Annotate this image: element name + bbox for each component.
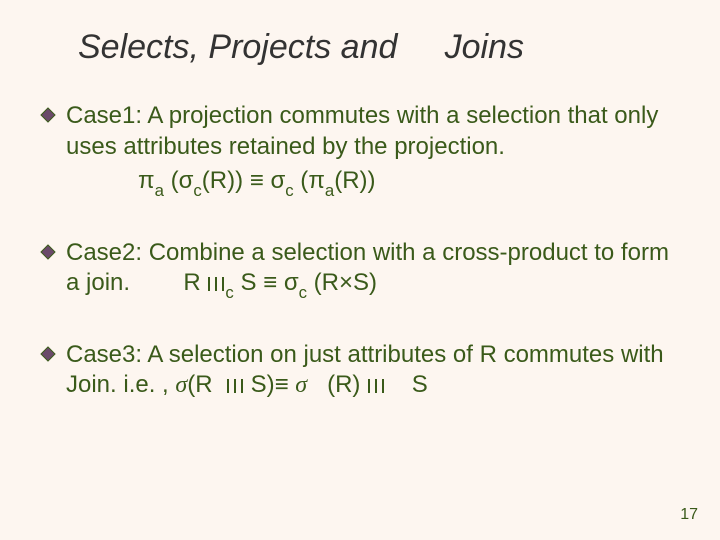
pi-symbol: π xyxy=(308,167,325,194)
sigma-symbol: σ xyxy=(284,269,299,296)
slide-title: Selects, Projects and Joins xyxy=(78,28,680,67)
case2-formula: R c S ≡ σc (R×S) xyxy=(137,269,377,296)
sigma-italic-icon: σ xyxy=(175,370,187,401)
subscript-c: c xyxy=(193,181,201,200)
text: R xyxy=(137,269,208,296)
case1-formula: πa (σc(R)) ≡ σc (πa(R)) xyxy=(138,166,680,199)
subscript-c: c xyxy=(225,283,233,302)
text: (R)) xyxy=(334,167,375,194)
equiv-symbol: ≡ xyxy=(263,269,284,296)
case2-content: Case2: Combine a selection with a cross-… xyxy=(66,238,680,302)
text: (R)) xyxy=(202,167,250,194)
text: ( xyxy=(294,167,309,194)
bullet-case-1: Case1: A projection commutes with a sele… xyxy=(40,101,680,200)
bullet-case-3: Case3: A selection on just attributes of… xyxy=(40,340,680,401)
text: S xyxy=(234,269,263,296)
join-icon xyxy=(367,379,385,393)
sigma-symbol: σ xyxy=(270,167,285,194)
subscript-a: a xyxy=(325,181,334,200)
case1-text: Case1: A projection commutes with a sele… xyxy=(66,102,658,160)
equiv-symbol: ≡ xyxy=(250,167,271,194)
diamond-bullet-icon xyxy=(40,107,56,123)
join-icon xyxy=(207,277,225,291)
case3-content: Case3: A selection on just attributes of… xyxy=(66,340,680,401)
equiv-symbol: ≡ xyxy=(275,371,296,398)
subscript-c: c xyxy=(299,283,307,302)
text: (R) xyxy=(307,371,367,398)
text: ( xyxy=(164,167,179,194)
title-part-1: Selects, Projects and xyxy=(78,28,397,66)
bullet-case-2: Case2: Combine a selection with a cross-… xyxy=(40,238,680,302)
sigma-italic-icon: σ xyxy=(295,370,307,401)
title-part-2: Joins xyxy=(445,28,524,66)
text: S) xyxy=(244,371,275,398)
page-number: 17 xyxy=(680,506,698,524)
diamond-bullet-icon xyxy=(40,244,56,260)
case1-content: Case1: A projection commutes with a sele… xyxy=(66,101,680,200)
sigma-symbol: σ xyxy=(179,167,194,194)
join-icon xyxy=(226,379,244,393)
text: (R×S) xyxy=(307,269,377,296)
diamond-bullet-icon xyxy=(40,346,56,362)
text: (R xyxy=(187,371,226,398)
subscript-a: a xyxy=(155,181,164,200)
text: S xyxy=(385,371,428,398)
pi-symbol: π xyxy=(138,167,155,194)
subscript-c: c xyxy=(285,181,293,200)
